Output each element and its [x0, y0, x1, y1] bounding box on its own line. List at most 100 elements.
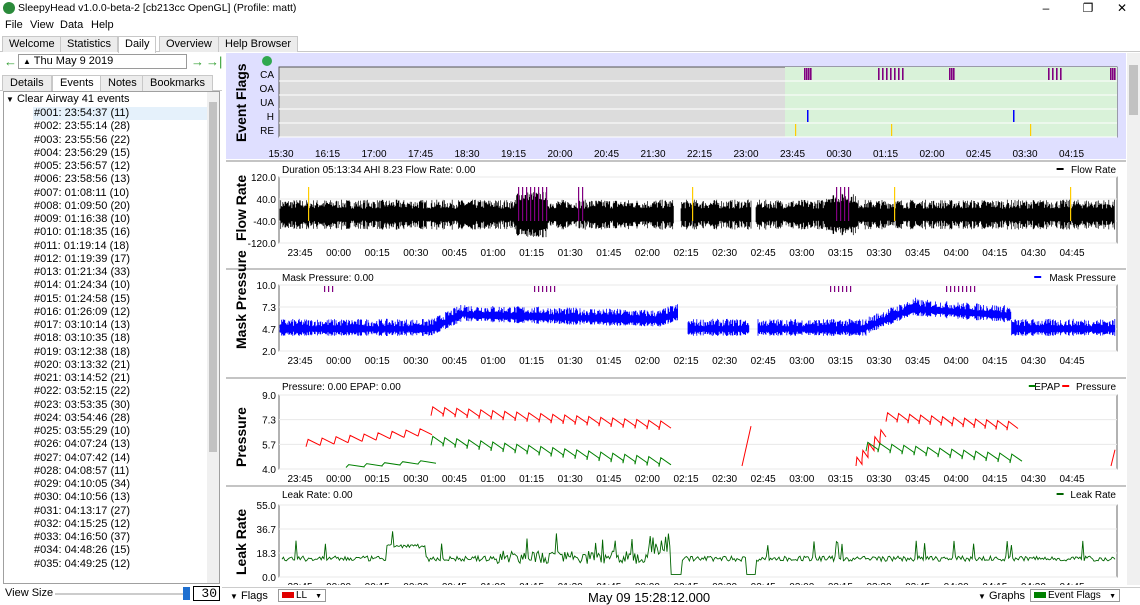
view-size-slider-handle[interactable]	[183, 587, 190, 600]
event-item[interactable]: #007: 01:08:11 (10)	[34, 186, 130, 199]
event-item[interactable]: #017: 03:10:14 (13)	[34, 319, 131, 331]
scroll-thumb[interactable]	[209, 102, 217, 452]
event-item[interactable]: #035: 04:49:25 (12)	[34, 557, 131, 570]
time-tick: 03:15	[828, 582, 853, 585]
event-item[interactable]: #004: 23:56:29 (15)	[34, 146, 131, 159]
tab-events[interactable]: Events	[52, 75, 102, 91]
menu-help[interactable]: Help	[91, 19, 114, 31]
graph-area[interactable]: Event Flags CA OA UA H RE 15:30 16:15 17:00 17:45…	[226, 53, 1126, 585]
event-item[interactable]: #001: 23:54:37 (11)	[33, 107, 208, 120]
view-size-value[interactable]: 30	[193, 586, 220, 601]
pin-icon	[262, 56, 272, 66]
maximize-button[interactable]: ❐	[1082, 1, 1094, 15]
tab-help-browser[interactable]: Help Browser	[218, 36, 299, 52]
event-item[interactable]: #033: 04:16:50 (37)	[34, 531, 131, 543]
ca-flag-overlay	[840, 187, 842, 221]
prev-day-icon[interactable]: ←	[4, 54, 17, 69]
event-item[interactable]: #020: 03:13:32 (21)	[34, 358, 131, 371]
time-tick: 02:15	[673, 582, 698, 585]
event-item[interactable]: #015: 01:24:58 (15)	[34, 292, 131, 305]
event-item[interactable]: #014: 01:24:34 (10)	[34, 279, 131, 292]
event-item[interactable]: #034: 04:48:26 (15)	[34, 544, 131, 557]
tab-daily[interactable]: Daily	[118, 36, 157, 53]
tab-notes[interactable]: Notes	[100, 75, 145, 91]
graphs-canvas[interactable]: Event Flags CA OA UA H RE 15:30 16:15 17:00 17:45…	[226, 53, 1126, 585]
event-item[interactable]: #006: 23:58:56 (13)	[34, 173, 131, 186]
tab-details[interactable]: Details	[2, 75, 52, 91]
tab-bookmarks[interactable]: Bookmarks	[142, 75, 214, 91]
re-flag-overlay	[692, 187, 694, 221]
ll-combo[interactable]: LL ▼	[278, 589, 326, 602]
menu-view[interactable]: View	[30, 19, 54, 31]
menu-file[interactable]: File	[5, 19, 23, 31]
event-item[interactable]: #028: 04:08:57 (11)	[34, 464, 130, 477]
event-item[interactable]: #029: 04:10:05 (34)	[34, 478, 131, 490]
event-item[interactable]: #019: 03:12:38 (18)	[34, 345, 131, 358]
view-size-control: View Size 30	[3, 586, 220, 601]
minimize-button[interactable]: –	[1042, 1, 1050, 15]
event-item[interactable]: #009: 01:16:38 (10)	[34, 213, 131, 225]
next-day-icon[interactable]: →	[191, 54, 204, 69]
event-item[interactable]: #002: 23:55:14 (28)	[34, 120, 131, 133]
event-item[interactable]: #005: 23:56:57 (12)	[34, 160, 131, 172]
event-item[interactable]: #025: 03:55:29 (10)	[34, 425, 131, 437]
cursor-datetime: May 09 15:28:12.000	[588, 590, 711, 605]
time-tick: 02:30	[712, 582, 737, 585]
y-tick-label: 7.3	[262, 416, 276, 427]
tab-welcome[interactable]: Welcome	[2, 36, 62, 52]
time-tick: 03:30	[866, 582, 891, 585]
event-item[interactable]: #021: 03:14:52 (21)	[34, 372, 131, 384]
ca-flag-overlay	[946, 286, 948, 292]
event-item[interactable]: #023: 03:53:35 (30)	[34, 398, 131, 411]
collapse-icon[interactable]: ▼	[6, 95, 14, 104]
event-item[interactable]: #010: 01:18:35 (16)	[34, 226, 131, 239]
last-day-icon[interactable]: →|	[206, 54, 223, 69]
flags-dropdown[interactable]: ▼ Flags	[230, 590, 268, 602]
event-item[interactable]: #012: 01:19:39 (17)	[34, 252, 131, 265]
time-tick: 01:30	[558, 356, 583, 367]
time-tick: 04:15	[982, 582, 1007, 585]
close-button[interactable]: ✕	[1116, 1, 1128, 15]
event-list-scrollbar[interactable]	[207, 92, 219, 583]
event-item[interactable]: #027: 04:07:42 (14)	[34, 451, 131, 464]
time-tick: 03:00	[789, 356, 814, 367]
graphs-dropdown[interactable]: ▼ Graphs	[978, 590, 1025, 602]
event-item[interactable]: #008: 01:09:50 (20)	[34, 199, 131, 212]
event-list[interactable]: ▼ Clear Airway 41 events #001: 23:54:37 …	[3, 91, 220, 584]
time-tick: 04:45	[1059, 474, 1084, 485]
time-tick: 00:15	[365, 356, 390, 367]
combo-arrow-icon: ▼	[1109, 593, 1116, 600]
date-picker[interactable]: ▲ Thu May 9 2019	[18, 54, 187, 69]
event-item[interactable]: #018: 03:10:35 (18)	[34, 332, 131, 345]
ca-flag-mark	[1048, 68, 1050, 80]
view-size-slider[interactable]	[55, 593, 190, 595]
event-item[interactable]: #031: 04:13:17 (27)	[34, 504, 131, 517]
event-item[interactable]: #026: 04:07:24 (13)	[34, 438, 131, 451]
flag-time-tick: 04:15	[1059, 149, 1084, 160]
event-flags-combo[interactable]: Event Flags ▼	[1030, 589, 1120, 602]
main-tabs: Welcome Statistics Daily Overview Help B…	[0, 34, 1140, 53]
time-tick: 02:15	[673, 248, 698, 259]
graphs-scroll-thumb[interactable]	[1129, 65, 1138, 115]
tab-statistics[interactable]: Statistics	[60, 36, 119, 52]
event-item[interactable]: #030: 04:10:56 (13)	[34, 491, 131, 504]
time-tick: 02:00	[635, 356, 660, 367]
event-item[interactable]: #022: 03:52:15 (22)	[34, 385, 131, 398]
ll-color-swatch	[282, 592, 294, 599]
event-item[interactable]: #024: 03:54:46 (28)	[34, 411, 131, 424]
event-item[interactable]: #003: 23:55:56 (22)	[34, 133, 131, 146]
event-item[interactable]: #016: 01:26:09 (12)	[34, 305, 131, 318]
menu-bar: File View Data Help	[0, 17, 1140, 34]
graph-title: Leak Rate	[233, 509, 249, 575]
event-item[interactable]: #013: 01:21:34 (33)	[34, 266, 131, 278]
graphs-scrollbar[interactable]	[1127, 53, 1140, 585]
event-group[interactable]: ▼ Clear Airway 41 events	[6, 93, 129, 106]
ca-flag-mark	[902, 68, 904, 80]
event-item[interactable]: #011: 01:19:14 (18)	[34, 239, 130, 252]
time-tick: 02:30	[712, 474, 737, 485]
time-tick: 02:00	[635, 582, 660, 585]
time-tick: 00:00	[326, 356, 351, 367]
menu-data[interactable]: Data	[60, 19, 84, 31]
event-item[interactable]: #032: 04:15:25 (12)	[34, 517, 131, 530]
tab-overview[interactable]: Overview	[159, 36, 219, 52]
